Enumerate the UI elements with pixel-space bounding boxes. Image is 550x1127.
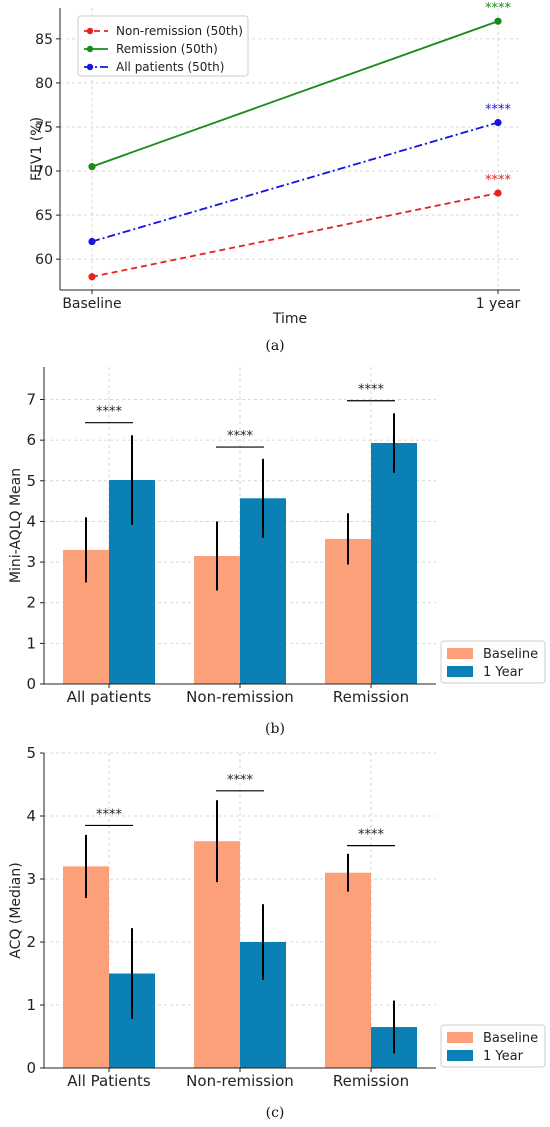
a-x-tick-label: 1 year — [476, 296, 521, 312]
c-legend-label: 1 Year — [483, 1049, 524, 1064]
b-legend-label: Baseline — [483, 647, 538, 662]
a-caption: (a) — [265, 338, 284, 354]
b-y-tick-label: 3 — [26, 553, 36, 571]
a-x-tick-label: Baseline — [62, 296, 121, 312]
b-caption: (b) — [265, 721, 285, 737]
a-legend-label: Remission (50th) — [116, 42, 218, 56]
b-x-tick-label: Remission — [333, 688, 409, 706]
c-y-tick-label: 4 — [26, 807, 36, 825]
a-data-point — [88, 237, 96, 246]
b-y-tick-label: 1 — [26, 634, 36, 652]
a-legend-label: Non-remission (50th) — [116, 24, 243, 38]
c-y-tick-label: 2 — [26, 933, 36, 951]
a-legend-box — [77, 15, 249, 77]
a-legend-label: All patients (50th) — [116, 60, 224, 74]
a-y-tick-label: 75 — [35, 120, 53, 136]
b-y-tick-label: 0 — [26, 675, 36, 693]
b-legend-swatch — [447, 648, 473, 659]
a-series-line — [91, 20, 499, 168]
a-legend-marker — [86, 27, 94, 35]
a-data-point — [494, 189, 502, 197]
c-y-tick-label: 0 — [26, 1059, 36, 1077]
c-y-tick-label: 3 — [26, 870, 36, 888]
c-y-tick-label: 5 — [26, 744, 36, 762]
c-legend-label: Baseline — [483, 1031, 538, 1046]
a-legend-marker — [86, 63, 94, 71]
b-y-tick-label: 4 — [26, 512, 36, 530]
c-significance-label: **** — [358, 828, 385, 843]
b-significance-label: **** — [227, 429, 254, 444]
c-y-tick-label: 1 — [26, 996, 36, 1014]
a-y-tick-label: 70 — [35, 164, 53, 180]
b-y-tick-label: 2 — [26, 594, 36, 612]
b-significance-label: **** — [96, 405, 123, 420]
c-x-tick-label: Non-remission — [186, 1072, 294, 1090]
a-significance-label: **** — [485, 1, 512, 16]
c-legend-swatch — [447, 1032, 473, 1043]
a-series-line — [91, 192, 499, 278]
a-y-tick-label: 80 — [35, 76, 53, 92]
c-significance-label: **** — [96, 807, 123, 822]
b-y-tick-label: 6 — [26, 431, 36, 449]
b-y-axis-label: Mini-AQLQ Mean — [8, 468, 24, 583]
a-significance-label: **** — [485, 173, 512, 188]
c-x-tick-label: Remission — [333, 1072, 409, 1090]
c-significance-label: **** — [227, 773, 254, 788]
a-y-tick-label: 85 — [35, 32, 53, 48]
a-series-line — [91, 121, 499, 243]
c-y-axis-label: ACQ (Median) — [8, 862, 24, 958]
a-data-point — [494, 118, 502, 127]
c-legend-swatch — [447, 1050, 473, 1061]
a-data-point — [494, 17, 502, 25]
c-bar — [63, 866, 109, 1068]
a-significance-label: **** — [485, 103, 512, 118]
a-x-axis-label: Time — [272, 311, 307, 327]
b-bar — [371, 442, 417, 684]
b-legend-label: 1 Year — [483, 665, 524, 680]
a-data-point — [88, 273, 96, 281]
a-data-point — [88, 163, 96, 171]
c-x-tick-label: All Patients — [67, 1072, 151, 1090]
c-bar — [325, 872, 371, 1068]
a-legend-marker — [86, 45, 94, 53]
b-x-tick-label: Non-remission — [186, 688, 294, 706]
b-legend-swatch — [447, 666, 473, 677]
a-y-axis-label: FEV1 (%) — [29, 117, 45, 181]
a-y-tick-label: 60 — [35, 252, 53, 268]
b-y-tick-label: 7 — [26, 391, 36, 409]
b-significance-label: **** — [358, 383, 385, 398]
a-y-tick-label: 65 — [35, 208, 53, 224]
b-x-tick-label: All patients — [67, 688, 152, 706]
b-y-tick-label: 5 — [26, 472, 36, 490]
c-caption: (c) — [266, 1105, 285, 1121]
